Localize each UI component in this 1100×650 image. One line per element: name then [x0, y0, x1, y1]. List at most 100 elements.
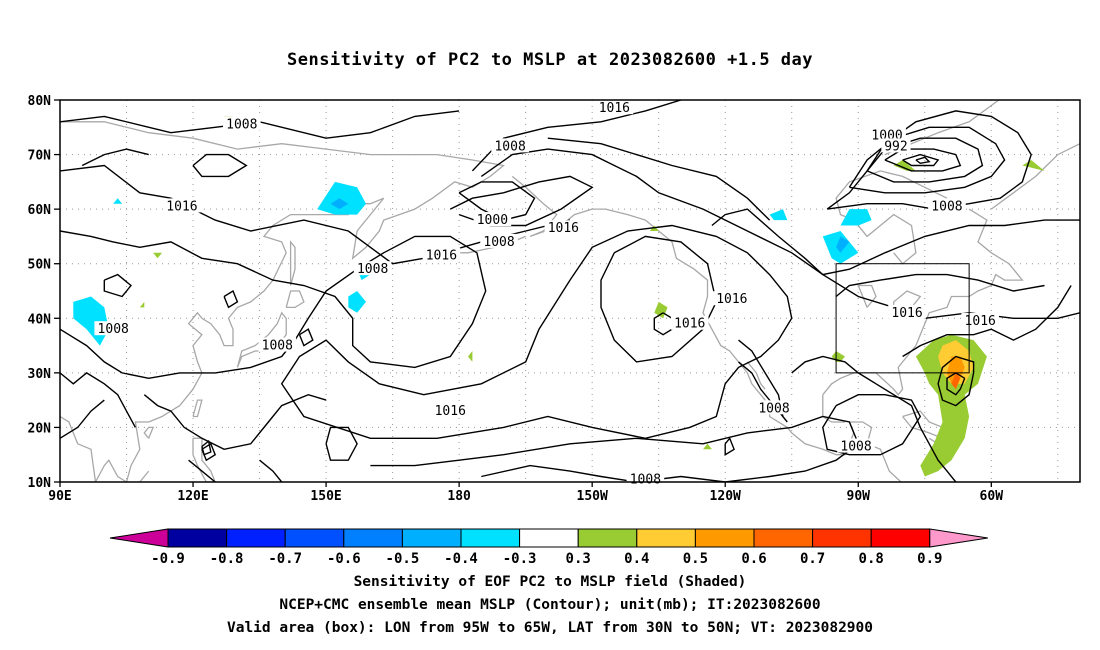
- mslp-isobar: [223, 289, 239, 309]
- sensitivity-patch: [468, 351, 473, 362]
- colorbar-bin: [636, 528, 696, 548]
- contour-label-bg: [755, 400, 793, 415]
- lon-tick-label: 120W: [710, 489, 741, 504]
- colorbar-bin: [343, 528, 403, 548]
- contour-label-bg: [223, 116, 261, 131]
- contour-label-bg: [480, 233, 518, 248]
- colorbar-bin: [401, 528, 462, 548]
- lat-tick-label: 50N: [28, 258, 52, 273]
- chart-title: Sensitivity of PC2 to MSLP at 2023082600…: [286, 50, 813, 70]
- footer-contour-caption: NCEP+CMC ensemble mean MSLP (Contour); u…: [279, 597, 821, 613]
- mslp-isobar: [298, 328, 314, 347]
- lat-tick-label: 70N: [28, 149, 52, 164]
- sensitivity-patch: [330, 198, 349, 210]
- sensitivity-patch: [139, 301, 145, 308]
- valid-area-box: [835, 263, 970, 374]
- sensitivity-patch: [73, 296, 109, 346]
- coastline-segment: [236, 311, 287, 368]
- coastline-segment: [60, 121, 506, 482]
- lat-tick-label: 10N: [28, 476, 52, 491]
- colorbar-label: 0.5: [683, 551, 708, 567]
- contour-label-bg: [422, 247, 461, 262]
- contour-label-bg: [670, 315, 709, 330]
- colorbar-bin: [577, 528, 638, 548]
- mslp-isobar: [60, 230, 487, 380]
- colorbar: -0.9 -0.8 -0.7 -0.6 -0.5 -0.4 -0.3 0.3 0.4 0.5 0.6…: [109, 528, 988, 567]
- sensitivity-patch: [703, 443, 712, 450]
- sensitivity-patch: [153, 252, 162, 259]
- mslp-isobar: [547, 137, 771, 221]
- map-frame: [59, 99, 1081, 483]
- sensitivity-patch: [769, 209, 788, 221]
- colorbar-label: -0.9: [151, 551, 185, 567]
- coastline-segment: [289, 240, 296, 286]
- contour-label: 1008: [357, 262, 388, 277]
- contour-label: 1008: [758, 401, 789, 416]
- mslp-isobar: [481, 464, 637, 482]
- sensitivity-patch: [893, 160, 916, 171]
- sensitivity-patch: [113, 198, 123, 204]
- mslp-isobar: [826, 110, 1032, 210]
- contour-label: 1008: [262, 339, 293, 354]
- coastline-segment: [192, 437, 216, 482]
- coastline-segment: [139, 470, 150, 482]
- contour-label-bg: [595, 100, 634, 115]
- lat-tick-label: 40N: [28, 312, 52, 327]
- footer-valid-area-caption: Valid area (box): LON from 95W to 65W, L…: [226, 620, 873, 636]
- sensitivity-patch: [840, 209, 872, 226]
- contour-label-bg: [713, 291, 751, 306]
- mslp-isobar: [937, 355, 975, 407]
- mslp-isobar: [325, 426, 358, 461]
- lon-tick-label: 120E: [177, 489, 208, 504]
- contour-label: 1008: [226, 118, 257, 133]
- mslp-isobar: [711, 208, 1080, 276]
- contour-label-bg: [163, 198, 201, 213]
- graticule: [59, 99, 1080, 483]
- coastline-segment: [746, 361, 766, 390]
- contour-label: 1008: [630, 472, 661, 487]
- contour-label: 1008: [840, 440, 871, 455]
- colorbar-label: 0.6: [741, 551, 766, 567]
- mslp-isobar: [81, 148, 149, 167]
- colorbar-bin: [460, 528, 521, 548]
- colorbar-high-arrow: [929, 528, 988, 548]
- mslp-isobar: [902, 285, 1072, 358]
- mslp-isobar: [60, 372, 137, 428]
- sensitivity-patch: [951, 372, 961, 390]
- coastline-segment: [990, 143, 1080, 210]
- contour-label-bg: [837, 438, 875, 453]
- mslp-isobar: [791, 355, 957, 482]
- mslp-isobar: [188, 459, 216, 482]
- contour-label-bg: [888, 304, 926, 319]
- mslp-isobar: [201, 439, 212, 456]
- mslp-isobar: [143, 393, 327, 451]
- colorbar-label: 0.7: [800, 551, 825, 567]
- contour-label: 992: [884, 139, 907, 154]
- contour-label-bg: [961, 313, 1000, 328]
- mslp-isobar: [902, 153, 940, 167]
- mslp-isobar: [724, 436, 735, 456]
- mslp-isobar: [60, 164, 571, 265]
- colorbar-bin: [167, 528, 228, 548]
- contour-label-bg: [868, 127, 906, 142]
- contour-label: 1000: [477, 213, 508, 228]
- colorbar-label: -0.5: [386, 551, 420, 567]
- colorbar-label: -0.7: [268, 551, 302, 567]
- contour-label-bg: [258, 337, 297, 352]
- mslp-isobar: [259, 459, 283, 482]
- coastline-segment: [285, 290, 305, 309]
- mslp-isobar: [280, 224, 793, 440]
- contour-label-bg: [431, 403, 470, 418]
- colorbar-label: 0.9: [917, 551, 942, 567]
- coastline-segment: [192, 399, 203, 418]
- contour-label: 1016: [435, 404, 466, 419]
- colorbar-bin: [812, 528, 872, 548]
- contour-label: 1008: [483, 235, 514, 250]
- lon-tick-label: 90E: [48, 489, 71, 504]
- lon-tick-label: 90W: [847, 489, 871, 504]
- sensitivity-patch: [348, 291, 366, 313]
- contour-label-bg: [491, 138, 529, 153]
- sensitivity-patch: [654, 301, 668, 319]
